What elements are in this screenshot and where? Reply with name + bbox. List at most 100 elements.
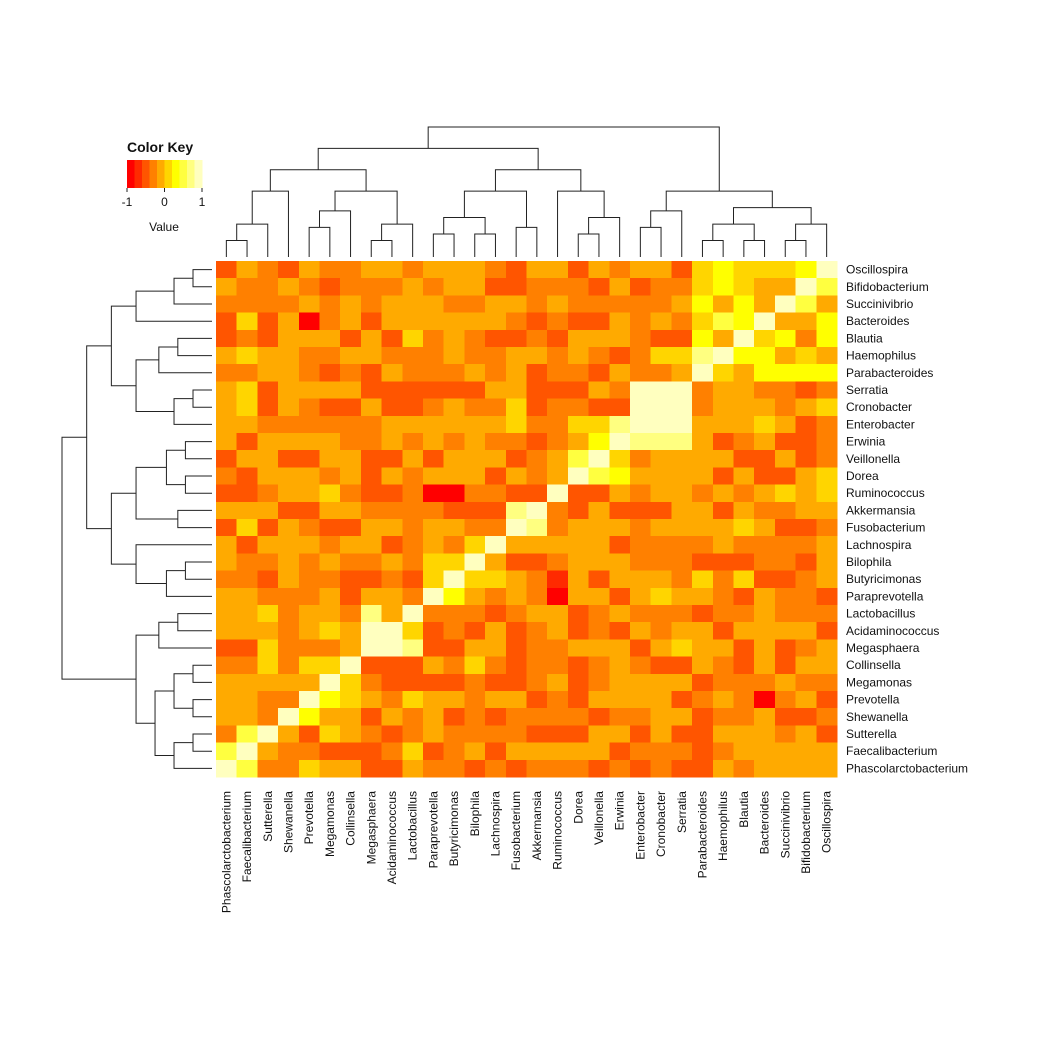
heatmap-cell xyxy=(236,261,258,279)
dendrogram-branch xyxy=(432,233,455,257)
dendrogram-branch xyxy=(165,449,186,486)
heatmap-cell xyxy=(609,398,631,417)
heatmap-cell xyxy=(340,553,362,572)
color-key-swatch xyxy=(194,160,203,188)
heatmap-cell xyxy=(319,398,341,417)
heatmap-cell xyxy=(816,398,838,417)
dendrogram-branch xyxy=(184,441,212,460)
heatmap-cell xyxy=(443,467,465,486)
heatmap-cell xyxy=(443,347,465,365)
heatmap-cell xyxy=(567,261,590,279)
heatmap-cell xyxy=(443,742,465,761)
heatmap-cell xyxy=(650,519,672,537)
heatmap-cell xyxy=(526,570,548,589)
heatmap-cell xyxy=(485,433,507,451)
heatmap-cell xyxy=(609,415,631,434)
heatmap-cell xyxy=(402,673,424,692)
heatmap-cell xyxy=(236,398,258,417)
heatmap-cell xyxy=(526,691,548,709)
heatmap-cell xyxy=(733,570,755,589)
heatmap-cell xyxy=(712,415,735,434)
heatmap-cell xyxy=(381,742,403,761)
heatmap-cell xyxy=(464,656,486,675)
row-label: Erwinia xyxy=(846,435,886,449)
heatmap-cell xyxy=(402,278,424,296)
heatmap-cell xyxy=(216,347,238,365)
row-label: Veillonella xyxy=(846,452,900,466)
color-key-tick-label: 0 xyxy=(161,195,168,209)
heatmap-cell xyxy=(692,484,714,503)
heatmap-cell xyxy=(464,364,486,382)
heatmap-cell xyxy=(423,708,445,726)
heatmap-cell xyxy=(443,329,465,348)
heatmap-cell xyxy=(630,398,652,417)
heatmap-cell xyxy=(650,622,672,640)
heatmap-cell xyxy=(816,622,838,640)
heatmap-cell xyxy=(754,587,776,606)
heatmap-cell xyxy=(257,347,279,365)
heatmap-cell xyxy=(360,759,383,778)
heatmap-cell xyxy=(630,364,652,382)
heatmap-cell xyxy=(485,673,507,692)
heatmap-cell xyxy=(257,519,279,537)
dendrogram-branch xyxy=(192,389,212,408)
heatmap-cell xyxy=(754,398,776,417)
heatmap-cell xyxy=(712,708,735,726)
heatmap-cell xyxy=(278,484,300,503)
heatmap-cell xyxy=(443,381,465,400)
heatmap-cell xyxy=(712,312,735,331)
heatmap-cell xyxy=(402,467,424,486)
heatmap-cell xyxy=(257,261,279,279)
heatmap-cell xyxy=(712,639,735,658)
heatmap-cell xyxy=(340,742,362,761)
heatmap-cell xyxy=(692,278,714,296)
heatmap-cell xyxy=(298,329,321,348)
heatmap-cell xyxy=(423,415,445,434)
heatmap-cell xyxy=(464,398,486,417)
heatmap-cell xyxy=(298,622,321,640)
heatmap-cell xyxy=(402,570,424,589)
heatmap-cell xyxy=(547,742,569,761)
heatmap-cell xyxy=(733,553,755,572)
heatmap-cell xyxy=(257,295,279,314)
heatmap-cell xyxy=(236,639,258,658)
heatmap-cell xyxy=(298,708,321,726)
heatmap-cell xyxy=(485,708,507,726)
heatmap-cell xyxy=(609,673,631,692)
heatmap-cell xyxy=(381,759,403,778)
heatmap-cell xyxy=(650,450,672,468)
heatmap-cell xyxy=(257,673,279,692)
heatmap-cell xyxy=(319,553,341,572)
heatmap-cell xyxy=(795,725,817,744)
heatmap-cell xyxy=(650,415,672,434)
heatmap-cell xyxy=(298,278,321,296)
heatmap-cell xyxy=(298,656,321,675)
heatmap-cell xyxy=(774,536,797,554)
column-label: Oscillospira xyxy=(820,791,834,853)
heatmap-cell xyxy=(588,295,610,314)
dendrogram-branch xyxy=(192,664,212,683)
heatmap-cell xyxy=(816,501,838,520)
column-label: Succinivibrio xyxy=(778,791,792,859)
heatmap-cell xyxy=(547,605,569,623)
heatmap-cell xyxy=(485,501,507,520)
heatmap-cell xyxy=(650,605,672,623)
dendrogram-branch xyxy=(154,690,175,756)
heatmap-cell xyxy=(402,450,424,468)
heatmap-cell xyxy=(692,708,714,726)
heatmap-cell xyxy=(485,656,507,675)
heatmap-cell xyxy=(795,553,817,572)
row-label: Haemophilus xyxy=(846,349,916,363)
heatmap-cell xyxy=(298,347,321,365)
heatmap-cell xyxy=(236,587,258,606)
dendrogram-branch xyxy=(225,240,248,257)
heatmap-cell xyxy=(402,587,424,606)
heatmap-cell xyxy=(381,295,403,314)
heatmap-cell xyxy=(567,656,590,675)
heatmap-cell xyxy=(257,656,279,675)
dendrogram-branch xyxy=(381,223,414,257)
heatmap-cell xyxy=(630,673,652,692)
heatmap-cell xyxy=(774,433,797,451)
heatmap-cell xyxy=(381,587,403,606)
heatmap-cell xyxy=(360,570,383,589)
